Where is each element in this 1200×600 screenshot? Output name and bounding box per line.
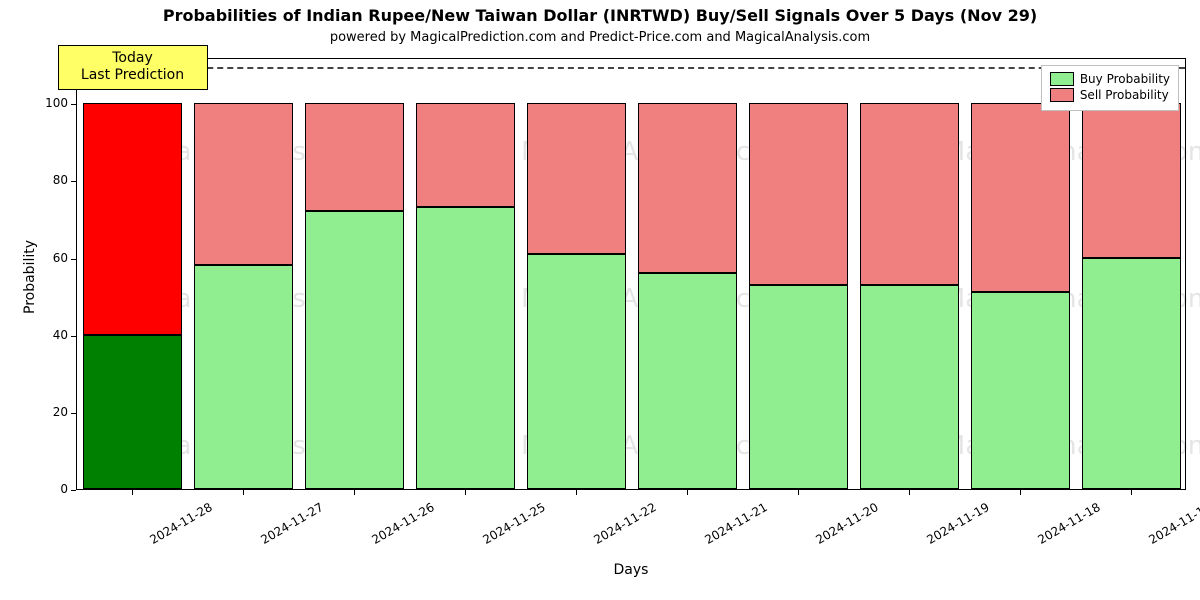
x-tick-label: 2024-11-19 (924, 500, 991, 547)
x-tick-mark (1131, 490, 1132, 495)
bar-stack (638, 103, 738, 489)
bar-sell (1082, 103, 1182, 257)
legend-item: Buy Probability (1050, 72, 1170, 86)
y-tick-label: 80 (28, 173, 68, 187)
x-tick-label: 2024-11-15 (1146, 500, 1200, 547)
annotation-line: Last Prediction (69, 67, 197, 85)
x-tick-mark (1020, 490, 1021, 495)
bar-sell (194, 103, 294, 265)
bar-buy (749, 285, 849, 489)
x-tick-mark (354, 490, 355, 495)
legend-label: Buy Probability (1080, 72, 1170, 86)
y-tick-mark (71, 336, 76, 337)
bar-sell (971, 103, 1071, 292)
annotation-line: Today (69, 50, 197, 68)
x-tick-mark (243, 490, 244, 495)
y-tick-mark (71, 490, 76, 491)
bar-stack (749, 103, 849, 489)
y-tick-label: 0 (28, 482, 68, 496)
bar-buy (971, 292, 1071, 489)
today-annotation: TodayLast Prediction (58, 45, 208, 90)
bar-stack (305, 103, 405, 489)
x-axis-label: Days (76, 562, 1186, 578)
x-tick-label: 2024-11-27 (258, 500, 325, 547)
x-tick-label: 2024-11-26 (369, 500, 436, 547)
bar-sell (416, 103, 516, 207)
x-tick-label: 2024-11-21 (702, 500, 769, 547)
x-tick-mark (798, 490, 799, 495)
plot-area: MagicalAnalysis.comMagicalAnalysis.comMa… (76, 58, 1186, 490)
bar-buy (860, 285, 960, 489)
bar-stack (83, 103, 183, 489)
bar-sell (305, 103, 405, 211)
bar-sell (638, 103, 738, 273)
x-tick-label: 2024-11-25 (480, 500, 547, 547)
x-tick-mark (576, 490, 577, 495)
y-tick-label: 40 (28, 328, 68, 342)
y-tick-mark (71, 413, 76, 414)
bar-buy (638, 273, 738, 489)
bar-stack (527, 103, 627, 489)
legend-label: Sell Probability (1080, 88, 1169, 102)
bar-buy (416, 207, 516, 489)
bar-sell (83, 103, 183, 334)
legend: Buy Probability Sell Probability (1041, 65, 1179, 111)
bar-sell (527, 103, 627, 253)
x-tick-label: 2024-11-28 (147, 500, 214, 547)
legend-item: Sell Probability (1050, 88, 1170, 102)
bar-stack (194, 103, 294, 489)
y-tick-label: 100 (28, 96, 68, 110)
bar-buy (83, 335, 183, 489)
bar-stack (971, 103, 1071, 489)
y-tick-mark (71, 104, 76, 105)
bar-stack (1082, 103, 1182, 489)
x-tick-label: 2024-11-20 (813, 500, 880, 547)
bar-buy (194, 265, 294, 489)
x-tick-mark (909, 490, 910, 495)
y-tick-label: 60 (28, 251, 68, 265)
bar-stack (416, 103, 516, 489)
bar-sell (860, 103, 960, 284)
chart-root: { "title": "Probabilities of Indian Rupe… (0, 0, 1200, 600)
x-tick-label: 2024-11-18 (1035, 500, 1102, 547)
bar-buy (1082, 258, 1182, 489)
x-tick-mark (465, 490, 466, 495)
bar-sell (749, 103, 849, 284)
y-tick-mark (71, 259, 76, 260)
bar-stack (860, 103, 960, 489)
chart-subtitle: powered by MagicalPrediction.com and Pre… (0, 30, 1200, 45)
x-tick-mark (132, 490, 133, 495)
chart-title: Probabilities of Indian Rupee/New Taiwan… (0, 6, 1200, 25)
bar-buy (527, 254, 627, 489)
y-tick-label: 20 (28, 405, 68, 419)
bar-buy (305, 211, 405, 489)
x-tick-mark (687, 490, 688, 495)
x-tick-label: 2024-11-22 (591, 500, 658, 547)
legend-swatch (1050, 88, 1074, 102)
y-tick-mark (71, 181, 76, 182)
legend-swatch (1050, 72, 1074, 86)
reference-line (77, 67, 1185, 69)
